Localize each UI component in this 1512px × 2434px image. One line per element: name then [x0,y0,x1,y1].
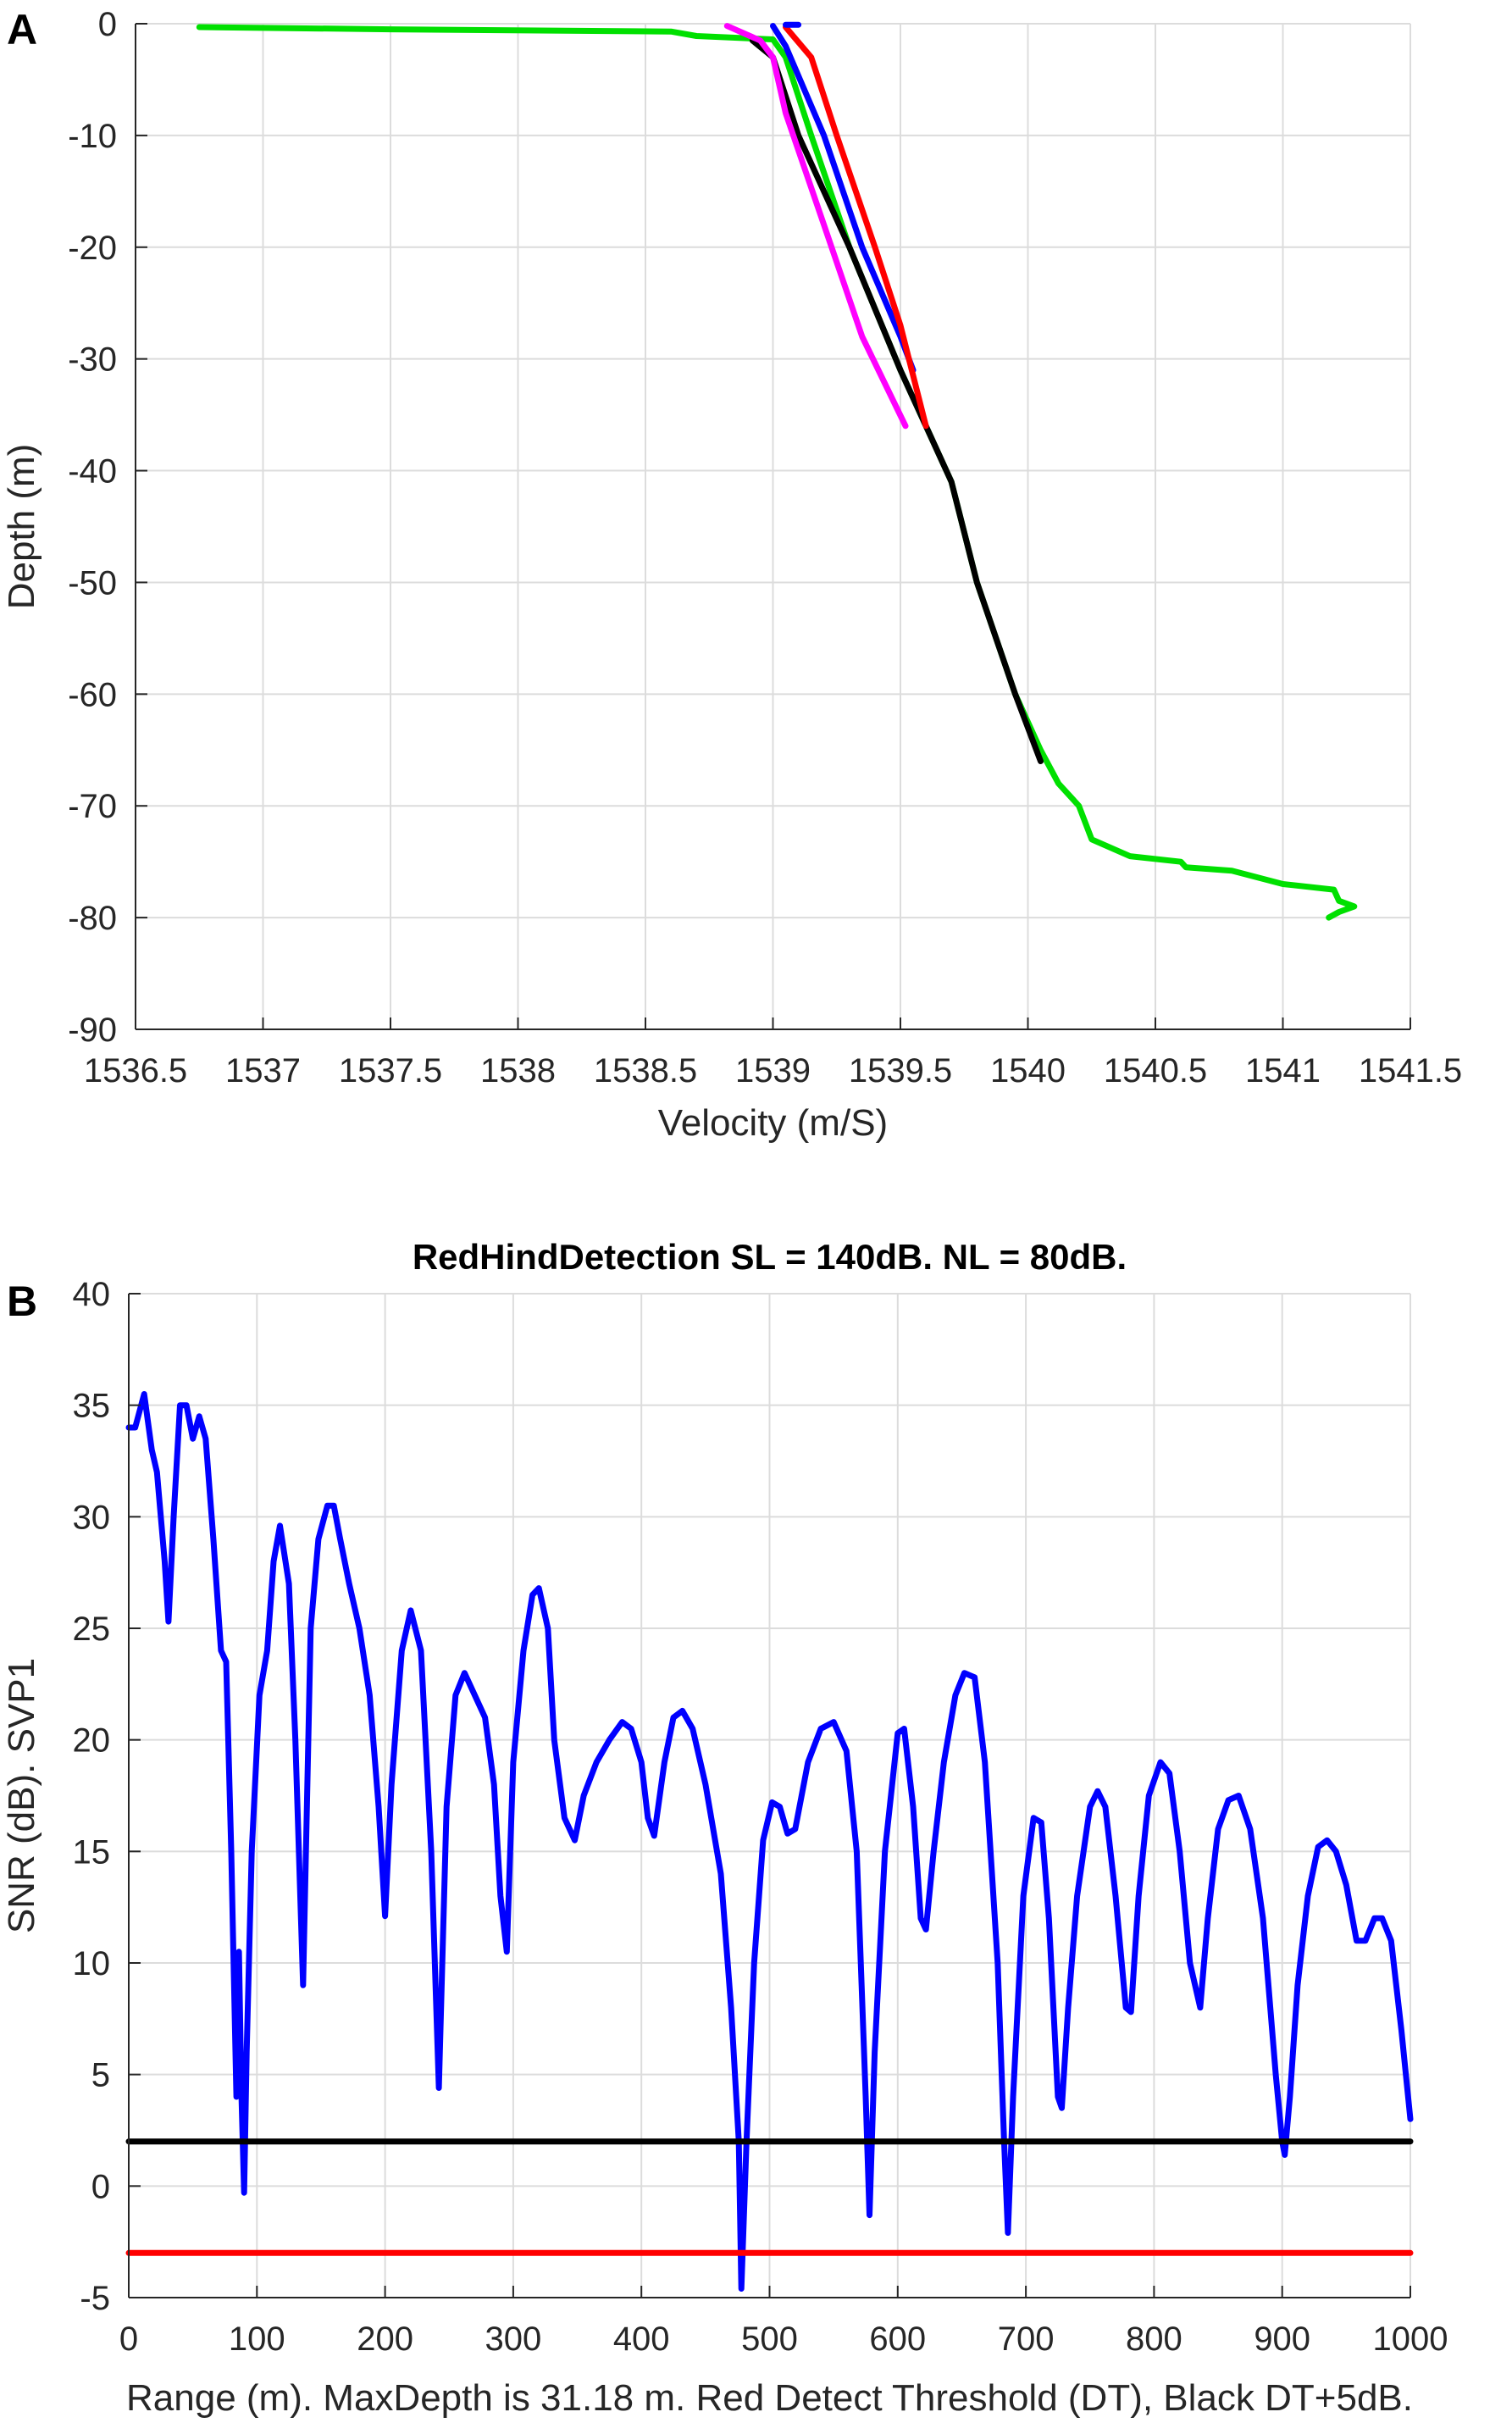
y-tick-label: -50 [68,564,117,602]
x-tick-label: 700 [998,2320,1055,2358]
y-axis-label: SNR (dB). SVP1 [1,1658,42,1933]
x-tick-label: 200 [357,2320,413,2358]
y-tick-label: -90 [68,1012,117,1049]
x-axis-label: Velocity (m/S) [658,1102,888,1144]
x-tick-label: 1000 [1373,2320,1448,2358]
y-tick-label: -20 [68,230,117,267]
x-tick-label: 100 [229,2320,285,2358]
panel-label: B [7,1278,37,1325]
x-tick-label: 900 [1254,2320,1310,2358]
y-tick-label: 40 [73,1276,111,1313]
x-tick-label: 1541.5 [1359,1052,1462,1089]
y-tick-label: 15 [73,1833,111,1871]
series-line [125,1391,1414,2292]
series-line [783,24,929,430]
chart-panel-A: 1536.5 1537 1537.5 1538 1538.5 1539 1539.5 1540… [1,6,1462,1144]
chart-panel-B: 0 100 200 300 400 500 600 700 800 900 100040353025… [1,1237,1448,2419]
y-tick-label: -70 [68,788,117,825]
y-tick-label: -5 [80,2280,110,2317]
x-tick-label: 1541 [1245,1052,1321,1089]
y-tick-label: -10 [68,118,117,155]
y-tick-label: 35 [73,1388,111,1425]
series-line [749,37,1044,764]
series-line [723,23,909,430]
y-tick-label: -60 [68,676,117,713]
x-tick-label: 800 [1126,2320,1182,2358]
y-tick-label: 20 [73,1722,111,1760]
y-tick-label: 25 [73,1611,111,1648]
y-tick-label: -30 [68,341,117,379]
x-tick-label: 500 [741,2320,798,2358]
y-tick-label: 5 [91,2057,110,2094]
x-tick-label: 300 [485,2320,542,2358]
x-tick-label: 1538 [480,1052,556,1089]
x-tick-label: 1539 [735,1052,811,1089]
x-tick-label: 600 [869,2320,926,2358]
y-tick-label: 30 [73,1499,111,1536]
x-tick-label: 1537.5 [339,1052,442,1089]
x-tick-label: 400 [613,2320,670,2358]
x-tick-label: 1539.5 [849,1052,952,1089]
x-axis-label: Range (m). MaxDepth is 31.18 m. Red Dete… [126,2377,1413,2419]
x-tick-label: 1540 [990,1052,1066,1089]
y-tick-label: 0 [91,2168,110,2205]
x-tick-label: 1538.5 [594,1052,697,1089]
chart-title: RedHindDetection SL = 140dB. NL = 80dB. [413,1237,1127,1277]
x-tick-label: 1540.5 [1104,1052,1207,1089]
y-axis-label: Depth (m) [1,444,42,610]
panel-label: A [7,6,37,53]
y-tick-label: 0 [98,6,117,43]
y-tick-label: -40 [68,453,117,491]
y-tick-label: -80 [68,900,117,937]
x-tick-label: 1536.5 [84,1052,187,1089]
y-tick-label: 10 [73,1945,111,1982]
x-tick-label: 1537 [225,1052,301,1089]
x-tick-label: 0 [119,2320,138,2358]
series-line [196,24,1358,921]
